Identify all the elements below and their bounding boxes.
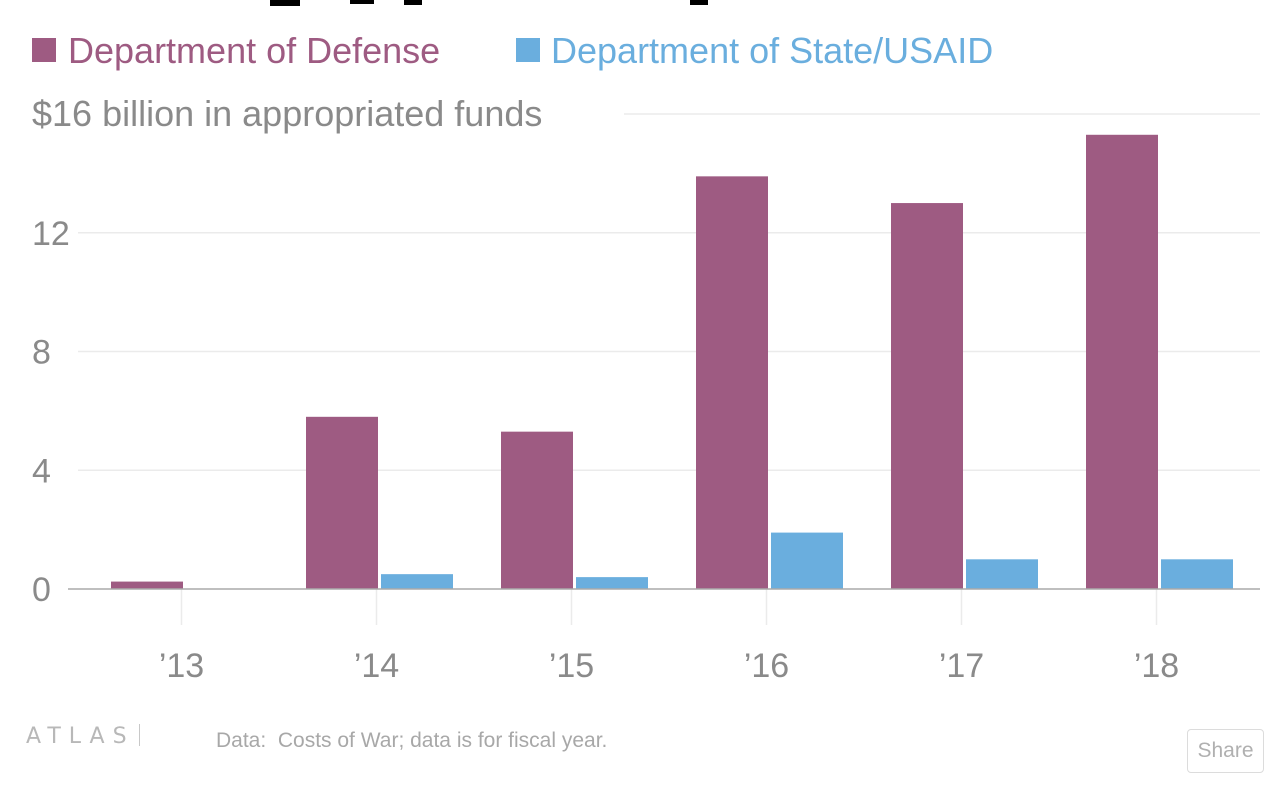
gridlines: [78, 113, 1260, 471]
atlas-logo: ATLAS: [26, 724, 140, 749]
y-tick-label: 12: [32, 215, 70, 253]
legend: Department of Defense Department of Stat…: [32, 30, 993, 71]
x-category-label: ’18: [1134, 647, 1179, 685]
legend-label-state: Department of State/USAID: [551, 30, 993, 71]
bars: [111, 134, 1233, 589]
legend-swatch-state: [516, 38, 540, 62]
x-category-label: ’14: [354, 647, 399, 685]
bar-defense: [1086, 134, 1158, 589]
bar-defense: [501, 431, 573, 589]
x-category-label: ’16: [744, 647, 789, 685]
bar-state-usaid: [966, 559, 1038, 589]
y-tick-labels: 0 4 8 12: [32, 215, 70, 609]
cropped-title-fragment: [690, 0, 708, 5]
data-source-note: Data: Costs of War; data is for fiscal y…: [216, 729, 608, 752]
category-labels: ’13 ’14 ’15 ’16 ’17 ’18: [159, 647, 1179, 685]
x-tick-marks: [180, 589, 1158, 625]
cropped-title-fragment: [350, 0, 374, 4]
logo-separator: [138, 724, 140, 746]
y-tick-label: 4: [32, 452, 51, 490]
x-category-label: ’17: [939, 647, 984, 685]
x-category-label: ’13: [159, 647, 204, 685]
cropped-title-fragment: [270, 0, 300, 6]
bar-defense: [891, 203, 963, 589]
y-tick-label: 0: [32, 571, 51, 609]
legend-label-defense: Department of Defense: [68, 30, 440, 71]
bar-defense: [306, 416, 378, 589]
y-tick-label: 8: [32, 334, 51, 372]
legend-swatch-defense: [32, 38, 56, 62]
bar-defense: [696, 176, 768, 589]
cropped-title-fragment: [404, 0, 422, 5]
chart: Department of Defense Department of Stat…: [32, 0, 1260, 685]
share-button[interactable]: Share: [1187, 729, 1264, 773]
bar-state-usaid: [576, 577, 648, 589]
bar-state-usaid: [771, 532, 843, 589]
bar-state-usaid: [381, 574, 453, 589]
x-category-label: ’15: [549, 647, 594, 685]
bar-defense: [111, 581, 183, 589]
bar-state-usaid: [1161, 559, 1233, 589]
y-axis-label: $16 billion in appropriated funds: [32, 93, 542, 134]
